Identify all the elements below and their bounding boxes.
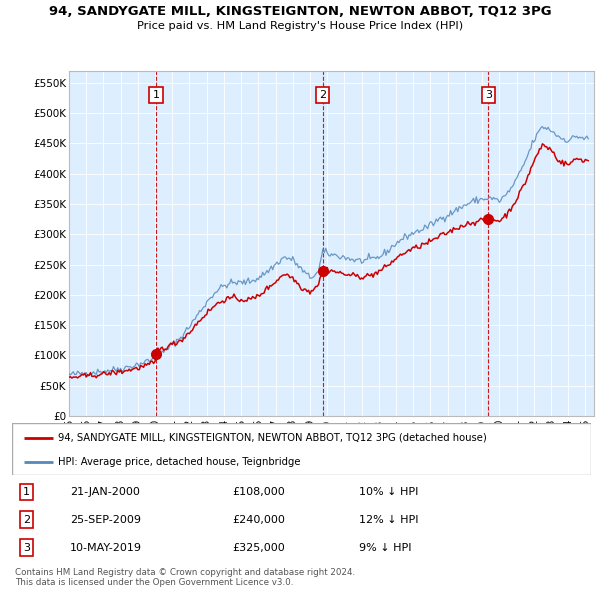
Text: 2: 2 (319, 90, 326, 100)
Text: Price paid vs. HM Land Registry's House Price Index (HPI): Price paid vs. HM Land Registry's House … (137, 21, 463, 31)
Text: 21-JAN-2000: 21-JAN-2000 (70, 487, 140, 497)
Text: £325,000: £325,000 (232, 543, 285, 553)
Text: 10% ↓ HPI: 10% ↓ HPI (359, 487, 419, 497)
Text: £108,000: £108,000 (232, 487, 285, 497)
Text: 25-SEP-2009: 25-SEP-2009 (70, 515, 141, 525)
Text: 94, SANDYGATE MILL, KINGSTEIGNTON, NEWTON ABBOT, TQ12 3PG (detached house): 94, SANDYGATE MILL, KINGSTEIGNTON, NEWTO… (58, 432, 487, 442)
Text: 94, SANDYGATE MILL, KINGSTEIGNTON, NEWTON ABBOT, TQ12 3PG: 94, SANDYGATE MILL, KINGSTEIGNTON, NEWTO… (49, 5, 551, 18)
Text: 9% ↓ HPI: 9% ↓ HPI (359, 543, 412, 553)
Text: 1: 1 (152, 90, 160, 100)
Text: 10-MAY-2019: 10-MAY-2019 (70, 543, 142, 553)
Text: 3: 3 (23, 543, 30, 553)
Text: Contains HM Land Registry data © Crown copyright and database right 2024.
This d: Contains HM Land Registry data © Crown c… (15, 568, 355, 587)
Text: 1: 1 (23, 487, 30, 497)
Text: 3: 3 (485, 90, 492, 100)
Text: HPI: Average price, detached house, Teignbridge: HPI: Average price, detached house, Teig… (58, 457, 301, 467)
Text: £240,000: £240,000 (232, 515, 285, 525)
Text: 2: 2 (23, 515, 30, 525)
Text: 12% ↓ HPI: 12% ↓ HPI (359, 515, 419, 525)
